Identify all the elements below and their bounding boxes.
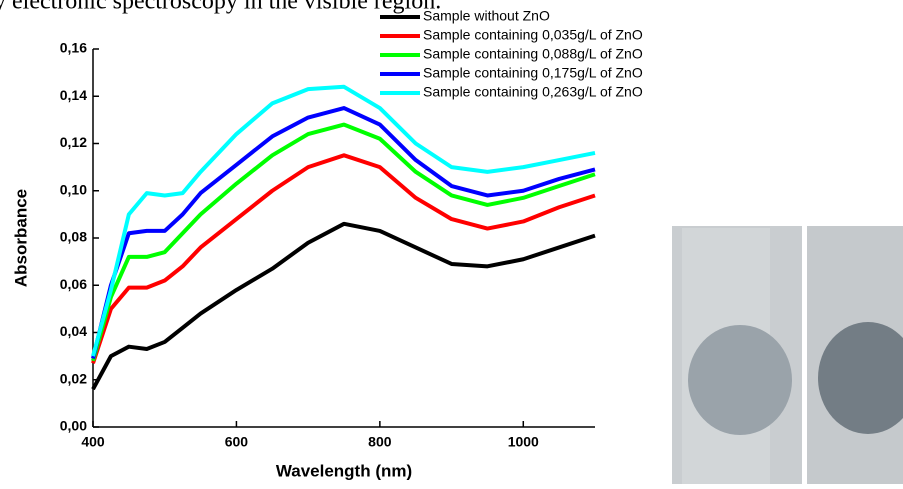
y-tick-label: 0,10 <box>60 181 87 197</box>
legend-label: Sample containing 0,035g/L of ZnO <box>423 27 643 43</box>
legend-label: Sample containing 0,175g/L of ZnO <box>423 65 643 81</box>
series-line <box>91 84 596 357</box>
stain-dark <box>818 322 903 434</box>
legend-label: Sample containing 0,263g/L of ZnO <box>423 84 643 100</box>
series-line <box>91 153 596 364</box>
photo <box>672 224 903 484</box>
x-axis-label: Wavelength (nm) <box>276 461 412 480</box>
series-line <box>91 106 596 359</box>
stain-light <box>688 325 792 435</box>
caption: y electronic spectroscopy in the visible… <box>0 0 441 15</box>
y-tick-label: 0,04 <box>60 323 87 339</box>
y-tick-label: 0,06 <box>60 276 87 292</box>
y-tick-label: 0,14 <box>60 87 87 103</box>
series-line <box>91 221 596 391</box>
series-line <box>91 122 596 362</box>
x-tick-label: 600 <box>225 434 249 450</box>
x-tick-label: 800 <box>368 434 392 450</box>
y-tick-label: 0,08 <box>60 229 87 245</box>
y-tick-label: 0,00 <box>60 418 87 434</box>
legend-label: Sample without ZnO <box>423 8 550 24</box>
y-tick-label: 0,16 <box>60 40 87 56</box>
y-tick-label: 0,12 <box>60 134 87 150</box>
y-axis-label: Absorbance <box>11 189 30 287</box>
legend-label: Sample containing 0,088g/L of ZnO <box>423 46 643 62</box>
x-tick-label: 400 <box>81 434 105 450</box>
y-tick-label: 0,02 <box>60 370 87 386</box>
x-tick-label: 1000 <box>508 434 539 450</box>
